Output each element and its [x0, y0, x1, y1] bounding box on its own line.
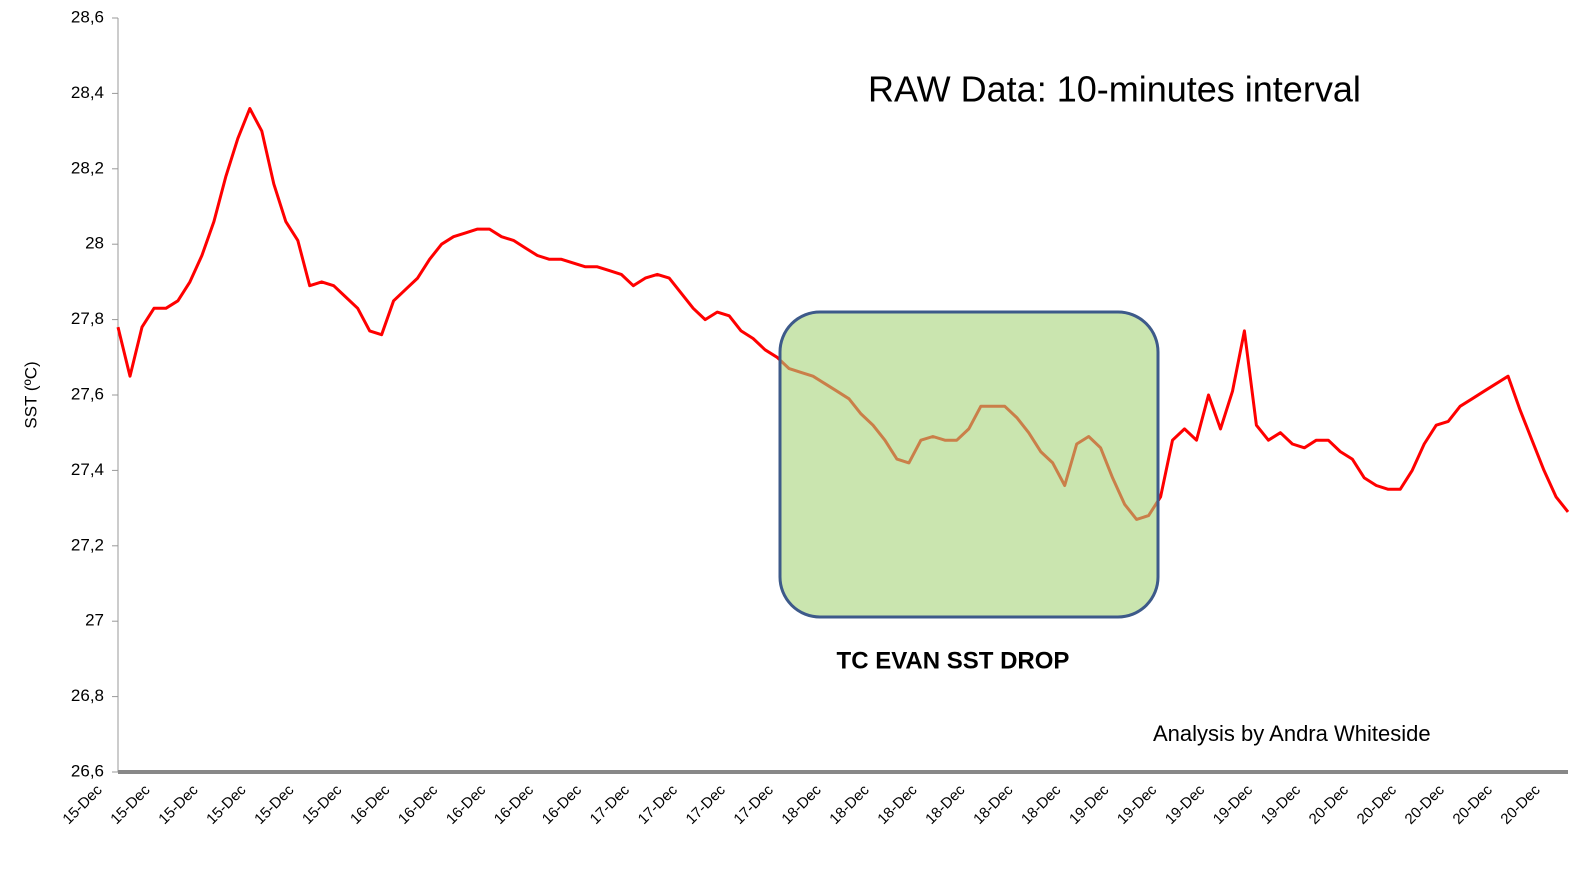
x-tick-label: 20-Dec: [1402, 781, 1449, 828]
x-tick-label: 19-Dec: [1114, 781, 1161, 828]
y-tick-label: 26,6: [71, 761, 104, 780]
x-tick-label: 15-Dec: [251, 781, 298, 828]
y-tick-label: 28,4: [71, 83, 104, 102]
x-tick-label: 18-Dec: [874, 781, 921, 828]
x-tick-label: 17-Dec: [730, 781, 777, 828]
y-tick-label: 28,2: [71, 158, 104, 177]
x-tick-label: 20-Dec: [1306, 781, 1353, 828]
x-tick-label: 15-Dec: [155, 781, 202, 828]
annotation: RAW Data: 10-minutes interval: [868, 69, 1361, 110]
y-tick-label: 27,2: [71, 535, 104, 554]
x-tick-label: 19-Dec: [1258, 781, 1305, 828]
y-tick-label: 28,6: [71, 7, 104, 26]
y-tick-label: 27,6: [71, 384, 104, 403]
x-tick-label: 17-Dec: [635, 781, 682, 828]
x-tick-label: 18-Dec: [922, 781, 969, 828]
x-tick-label: 16-Dec: [443, 781, 490, 828]
x-tick-label: 18-Dec: [1018, 781, 1065, 828]
x-tick-label: 15-Dec: [299, 781, 346, 828]
x-tick-label: 16-Dec: [395, 781, 442, 828]
x-tick-label: 19-Dec: [1210, 781, 1257, 828]
x-tick-label: 15-Dec: [59, 781, 106, 828]
y-tick-label: 27: [85, 611, 104, 630]
x-tick-label: 16-Dec: [347, 781, 394, 828]
x-tick-label: 18-Dec: [826, 781, 873, 828]
y-tick-label: 28: [85, 234, 104, 253]
annotation: Analysis by Andra Whiteside: [1153, 721, 1431, 746]
annotation: TC EVAN SST DROP: [837, 647, 1070, 674]
y-tick-label: 26,8: [71, 686, 104, 705]
x-tick-label: 20-Dec: [1497, 781, 1544, 828]
x-tick-label: 20-Dec: [1354, 781, 1401, 828]
y-tick-label: 27,4: [71, 460, 104, 479]
x-tick-label: 17-Dec: [587, 781, 634, 828]
x-tick-label: 19-Dec: [1162, 781, 1209, 828]
highlight-box: [778, 310, 1160, 619]
x-tick-label: 15-Dec: [107, 781, 154, 828]
x-tick-label: 16-Dec: [491, 781, 538, 828]
x-tick-label: 18-Dec: [778, 781, 825, 828]
x-tick-label: 19-Dec: [1066, 781, 1113, 828]
x-tick-label: 20-Dec: [1450, 781, 1497, 828]
y-tick-label: 27,8: [71, 309, 104, 328]
x-tick-label: 17-Dec: [683, 781, 730, 828]
y-axis-label: SST (ºC): [21, 361, 40, 428]
x-tick-label: 18-Dec: [970, 781, 1017, 828]
x-tick-label: 15-Dec: [203, 781, 250, 828]
x-tick-label: 16-Dec: [539, 781, 586, 828]
